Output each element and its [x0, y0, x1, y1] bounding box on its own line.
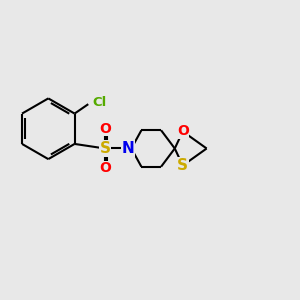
Text: N: N	[121, 141, 134, 156]
Text: O: O	[177, 124, 189, 138]
Text: Cl: Cl	[92, 96, 106, 110]
Text: O: O	[99, 122, 111, 136]
Text: S: S	[177, 158, 188, 173]
Text: O: O	[99, 161, 111, 175]
Text: S: S	[100, 141, 110, 156]
